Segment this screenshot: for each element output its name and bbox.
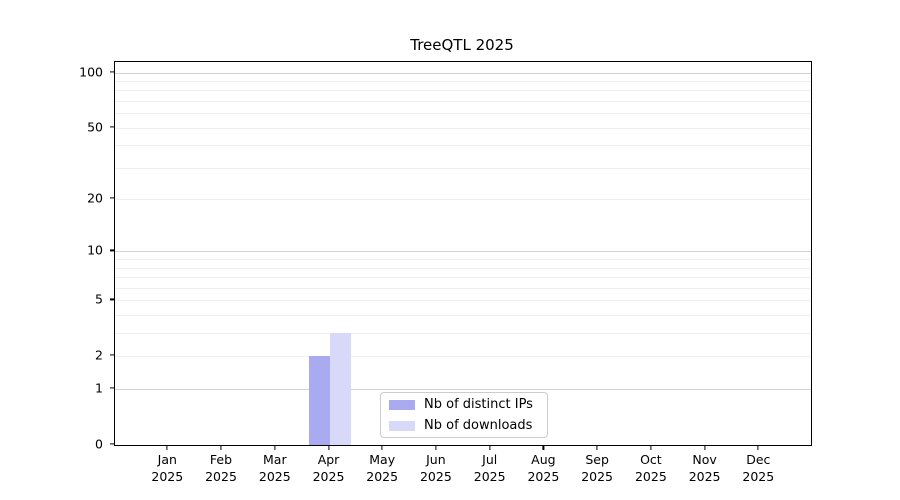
legend-item-distinct-ips: Nb of distinct IPs [381,396,547,413]
x-tick-mark [704,445,706,450]
legend-swatch-distinct-ips [389,399,415,410]
minor-gridline [115,90,811,92]
y-tick-label: 2 [95,347,103,363]
legend-swatch-downloads [389,420,415,431]
minor-gridline [115,145,811,147]
x-tick-label: Jul 2025 [473,452,506,484]
x-tick-label: Dec 2025 [742,452,775,484]
minor-gridline [115,113,811,115]
minor-gridline [115,333,811,335]
x-tick-label: May 2025 [366,452,399,484]
major-gridline [115,72,811,74]
minor-gridline [115,277,811,279]
chart-title: TreeQTL 2025 [410,36,514,54]
x-tick-mark [542,445,544,450]
y-tick-label: 0 [95,436,103,452]
plot-area: Nb of distinct IPs Nb of downloads [114,61,812,446]
legend: Nb of distinct IPs Nb of downloads [380,392,548,438]
y-tick-mark [110,354,114,356]
y-tick-mark [110,443,114,445]
y-tick-label: 20 [87,190,103,206]
y-tick-mark [110,197,114,199]
minor-gridline [115,287,811,289]
x-tick-label: Jan 2025 [151,452,184,484]
x-tick-label: Sep 2025 [581,452,613,484]
x-tick-label: Oct 2025 [634,452,667,484]
y-tick-label: 100 [79,64,103,79]
y-tick-mark [110,387,114,389]
y-tick-mark [110,70,114,73]
y-tick-label: 50 [87,119,103,135]
x-tick-mark [381,445,383,450]
minor-gridline [115,127,811,129]
minor-gridline [115,259,811,261]
x-tick-label: Aug 2025 [527,452,560,484]
x-tick-label: Nov 2025 [688,452,721,484]
y-tick-mark [110,298,114,300]
legend-label-downloads: Nb of downloads [424,418,533,433]
minor-gridline [115,167,811,169]
y-tick-label: 1 [95,380,103,396]
x-tick-mark [327,445,330,450]
y-tick-label: 5 [95,291,103,307]
minor-gridline [115,356,811,358]
x-tick-mark [220,445,222,450]
y-tick-label: 10 [87,242,103,258]
x-tick-mark [757,445,759,450]
minor-gridline [115,300,811,302]
x-tick-mark [166,445,168,450]
legend-item-downloads: Nb of downloads [381,417,547,434]
x-tick-label: Jun 2025 [419,452,452,484]
x-tick-mark [274,445,276,450]
x-tick-label: Apr 2025 [312,452,345,484]
minor-gridline [115,315,811,317]
major-gridline [115,251,811,253]
legend-label-distinct-ips: Nb of distinct IPs [424,397,533,412]
minor-gridline [115,267,811,269]
x-tick-mark [650,445,652,450]
bar-distinct-ips-apr [308,356,330,445]
minor-gridline [115,80,811,82]
x-tick-mark [596,445,598,450]
x-tick-mark [489,445,491,450]
bar-downloads-apr [329,333,351,445]
minor-gridline [115,199,811,201]
x-tick-mark [435,445,437,450]
x-tick-label: Feb 2025 [205,452,237,484]
minor-gridline [115,100,811,102]
x-tick-label: Mar 2025 [258,452,291,484]
y-tick-mark [110,126,114,128]
y-tick-mark [110,249,114,251]
major-gridline [115,389,811,391]
